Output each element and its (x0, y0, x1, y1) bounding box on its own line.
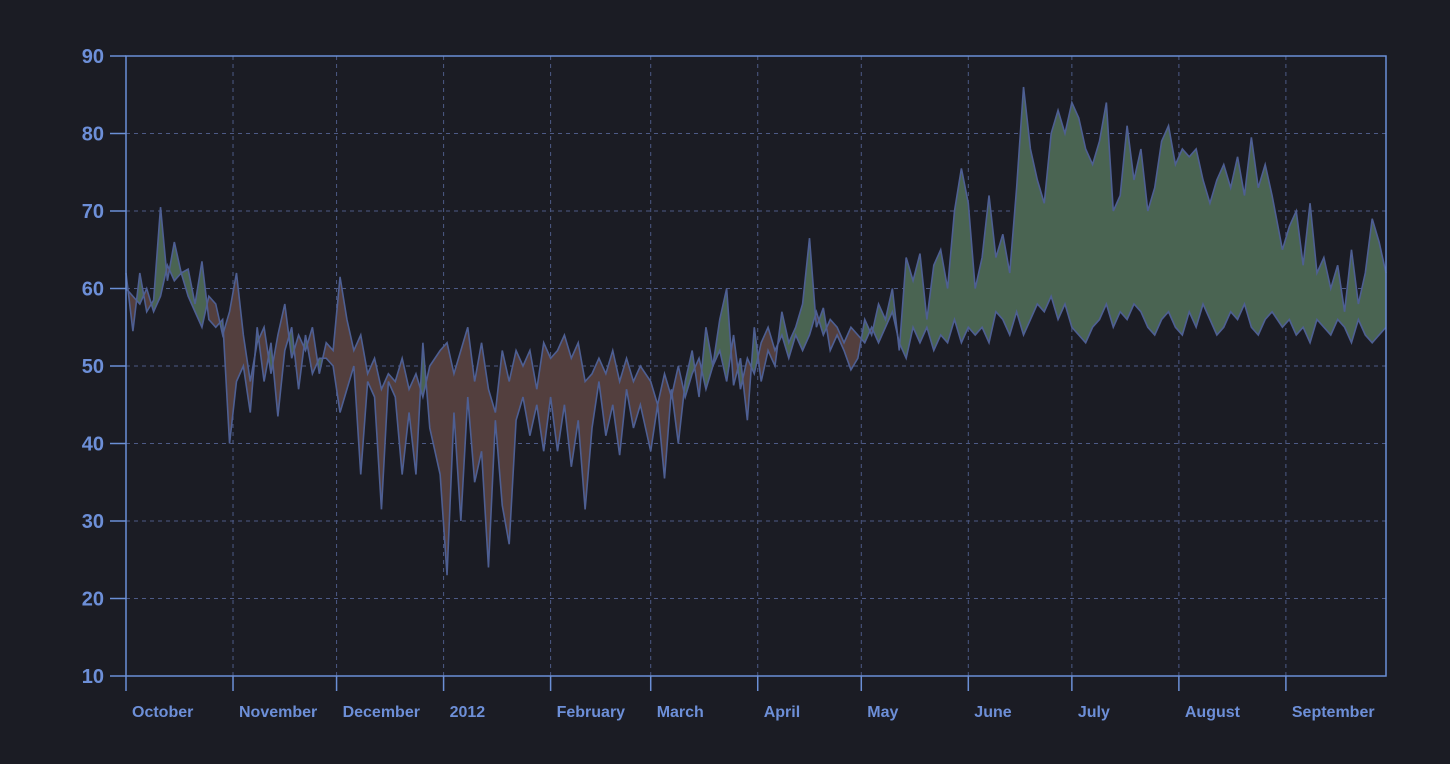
x-tick-label: December (343, 704, 420, 721)
series-line-1 (125, 86, 1387, 576)
x-tick-label: 2012 (450, 704, 486, 721)
series-line-2 (125, 262, 1387, 413)
x-tick-label: August (1185, 704, 1241, 721)
y-tick-label: 40 (82, 434, 104, 456)
x-tick-label: February (557, 704, 626, 721)
y-tick-label: 30 (82, 511, 104, 533)
y-tick-label: 60 (82, 279, 104, 301)
y-tick-label: 70 (82, 201, 104, 223)
series-lines (125, 86, 1387, 576)
x-tick-label: May (867, 704, 898, 721)
y-tick-label: 20 (82, 589, 104, 611)
plot-frame (125, 55, 1387, 677)
y-tick-label: 90 (82, 46, 104, 68)
y-tick-label: 80 (82, 124, 104, 146)
x-tick-label: September (1292, 704, 1375, 721)
difference-areas (126, 87, 1386, 576)
x-tick-label: June (974, 704, 1011, 721)
y-tick-label: 10 (82, 666, 104, 688)
x-tick-label: October (132, 704, 193, 721)
axes: 10 20 30 40 50 60 70 80 90 October November Decembe… (82, 46, 1387, 721)
x-tick-label: April (764, 704, 800, 721)
area-above (126, 87, 1386, 413)
area-below (126, 265, 1386, 576)
x-tick-label: November (239, 704, 317, 721)
y-tick-label: 50 (82, 356, 104, 378)
x-tick-label: March (657, 704, 704, 721)
x-tick-label: July (1078, 704, 1110, 721)
